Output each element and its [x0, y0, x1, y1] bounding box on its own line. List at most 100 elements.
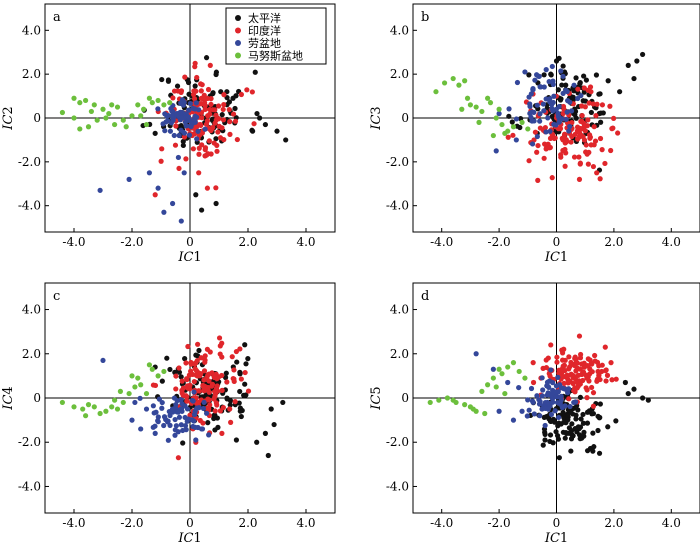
data-point [174, 83, 181, 89]
data-point [505, 364, 511, 370]
data-point [436, 397, 442, 403]
data-point [201, 399, 207, 405]
data-point [572, 362, 578, 369]
data-point [178, 89, 184, 95]
y-axis-title: IC4 [1, 386, 16, 410]
data-point [640, 395, 646, 401]
data-point [585, 117, 591, 123]
data-point [496, 106, 502, 112]
data-point [88, 108, 94, 115]
data-point [207, 62, 213, 68]
data-point [589, 384, 595, 391]
series-太平洋 [506, 51, 646, 173]
x-axis-title: IC1 [177, 531, 201, 543]
data-point [221, 102, 227, 108]
data-point [186, 132, 193, 138]
data-point [546, 79, 552, 85]
data-point [550, 78, 556, 84]
y-tick-label: 4.0 [390, 23, 409, 37]
x-tick-label: 4.0 [296, 235, 315, 249]
x-tick-label: 0 [186, 516, 194, 530]
data-point [198, 355, 204, 361]
data-point [219, 112, 225, 118]
data-point [562, 131, 568, 137]
data-point [548, 367, 554, 373]
data-point [208, 151, 214, 157]
data-point [549, 175, 555, 181]
data-point [188, 359, 194, 366]
data-point [580, 411, 586, 418]
data-point [202, 103, 208, 109]
data-point [542, 422, 548, 429]
data-point [526, 72, 532, 78]
data-point [143, 121, 150, 128]
data-point [173, 386, 179, 392]
data-point [524, 413, 530, 419]
data-point [184, 376, 190, 383]
data-point [583, 77, 589, 83]
data-point [192, 83, 198, 89]
data-point [216, 103, 222, 109]
data-point [510, 360, 517, 366]
data-point [567, 99, 573, 105]
data-point [584, 420, 591, 426]
data-point [254, 110, 260, 117]
data-point [211, 412, 217, 418]
data-point [186, 91, 192, 97]
data-point [541, 108, 547, 114]
data-point [583, 385, 589, 391]
data-point [206, 138, 212, 144]
data-point [193, 437, 199, 443]
data-point [132, 384, 138, 390]
panel-a: -4.0 -2.0 0 2.0 4.0 -4.0 -2.0 0 2.0 4.0 IC1 IC2 a 太平洋… [1, 3, 336, 265]
data-point [613, 376, 619, 382]
data-point [572, 112, 578, 118]
data-point [207, 106, 213, 113]
data-point [203, 55, 210, 61]
data-point [103, 408, 109, 414]
data-point [554, 433, 561, 439]
data-point [168, 105, 174, 112]
data-point [604, 372, 611, 378]
data-point [597, 414, 603, 421]
data-point [543, 67, 549, 73]
data-point [590, 403, 597, 409]
data-point [206, 371, 212, 377]
data-point [227, 119, 233, 125]
data-point [129, 113, 135, 119]
y-tick-label: 0 [401, 391, 409, 405]
data-point [192, 64, 198, 70]
data-point [83, 97, 89, 104]
data-point [599, 368, 605, 375]
data-point [567, 123, 573, 130]
data-point [562, 435, 568, 441]
data-point [572, 131, 578, 138]
panel-b: -4.0 -2.0 0 2.0 4.0 -4.0 -2.0 0 2.0 4.0 IC1 IC3 b [369, 3, 700, 265]
data-point [569, 120, 575, 126]
data-point [534, 149, 540, 155]
x-tick-label: 0 [553, 235, 561, 249]
data-point [183, 360, 189, 366]
data-point [530, 379, 537, 386]
data-point [581, 89, 587, 95]
data-point [450, 397, 456, 403]
data-point [564, 372, 570, 378]
y-tick-label: -4.0 [18, 199, 41, 213]
data-point [577, 394, 584, 400]
data-point [180, 138, 186, 145]
data-point [175, 409, 181, 415]
data-point [223, 370, 229, 376]
data-point [83, 413, 89, 419]
data-point [149, 366, 155, 372]
data-point [176, 132, 182, 139]
data-point [178, 406, 184, 412]
data-point [180, 440, 186, 446]
data-point [230, 111, 237, 117]
data-point [173, 401, 179, 408]
data-point [181, 129, 187, 136]
data-point [80, 406, 86, 412]
data-point [490, 132, 496, 139]
data-point [126, 390, 132, 397]
data-point [152, 130, 158, 136]
data-point [584, 375, 590, 381]
